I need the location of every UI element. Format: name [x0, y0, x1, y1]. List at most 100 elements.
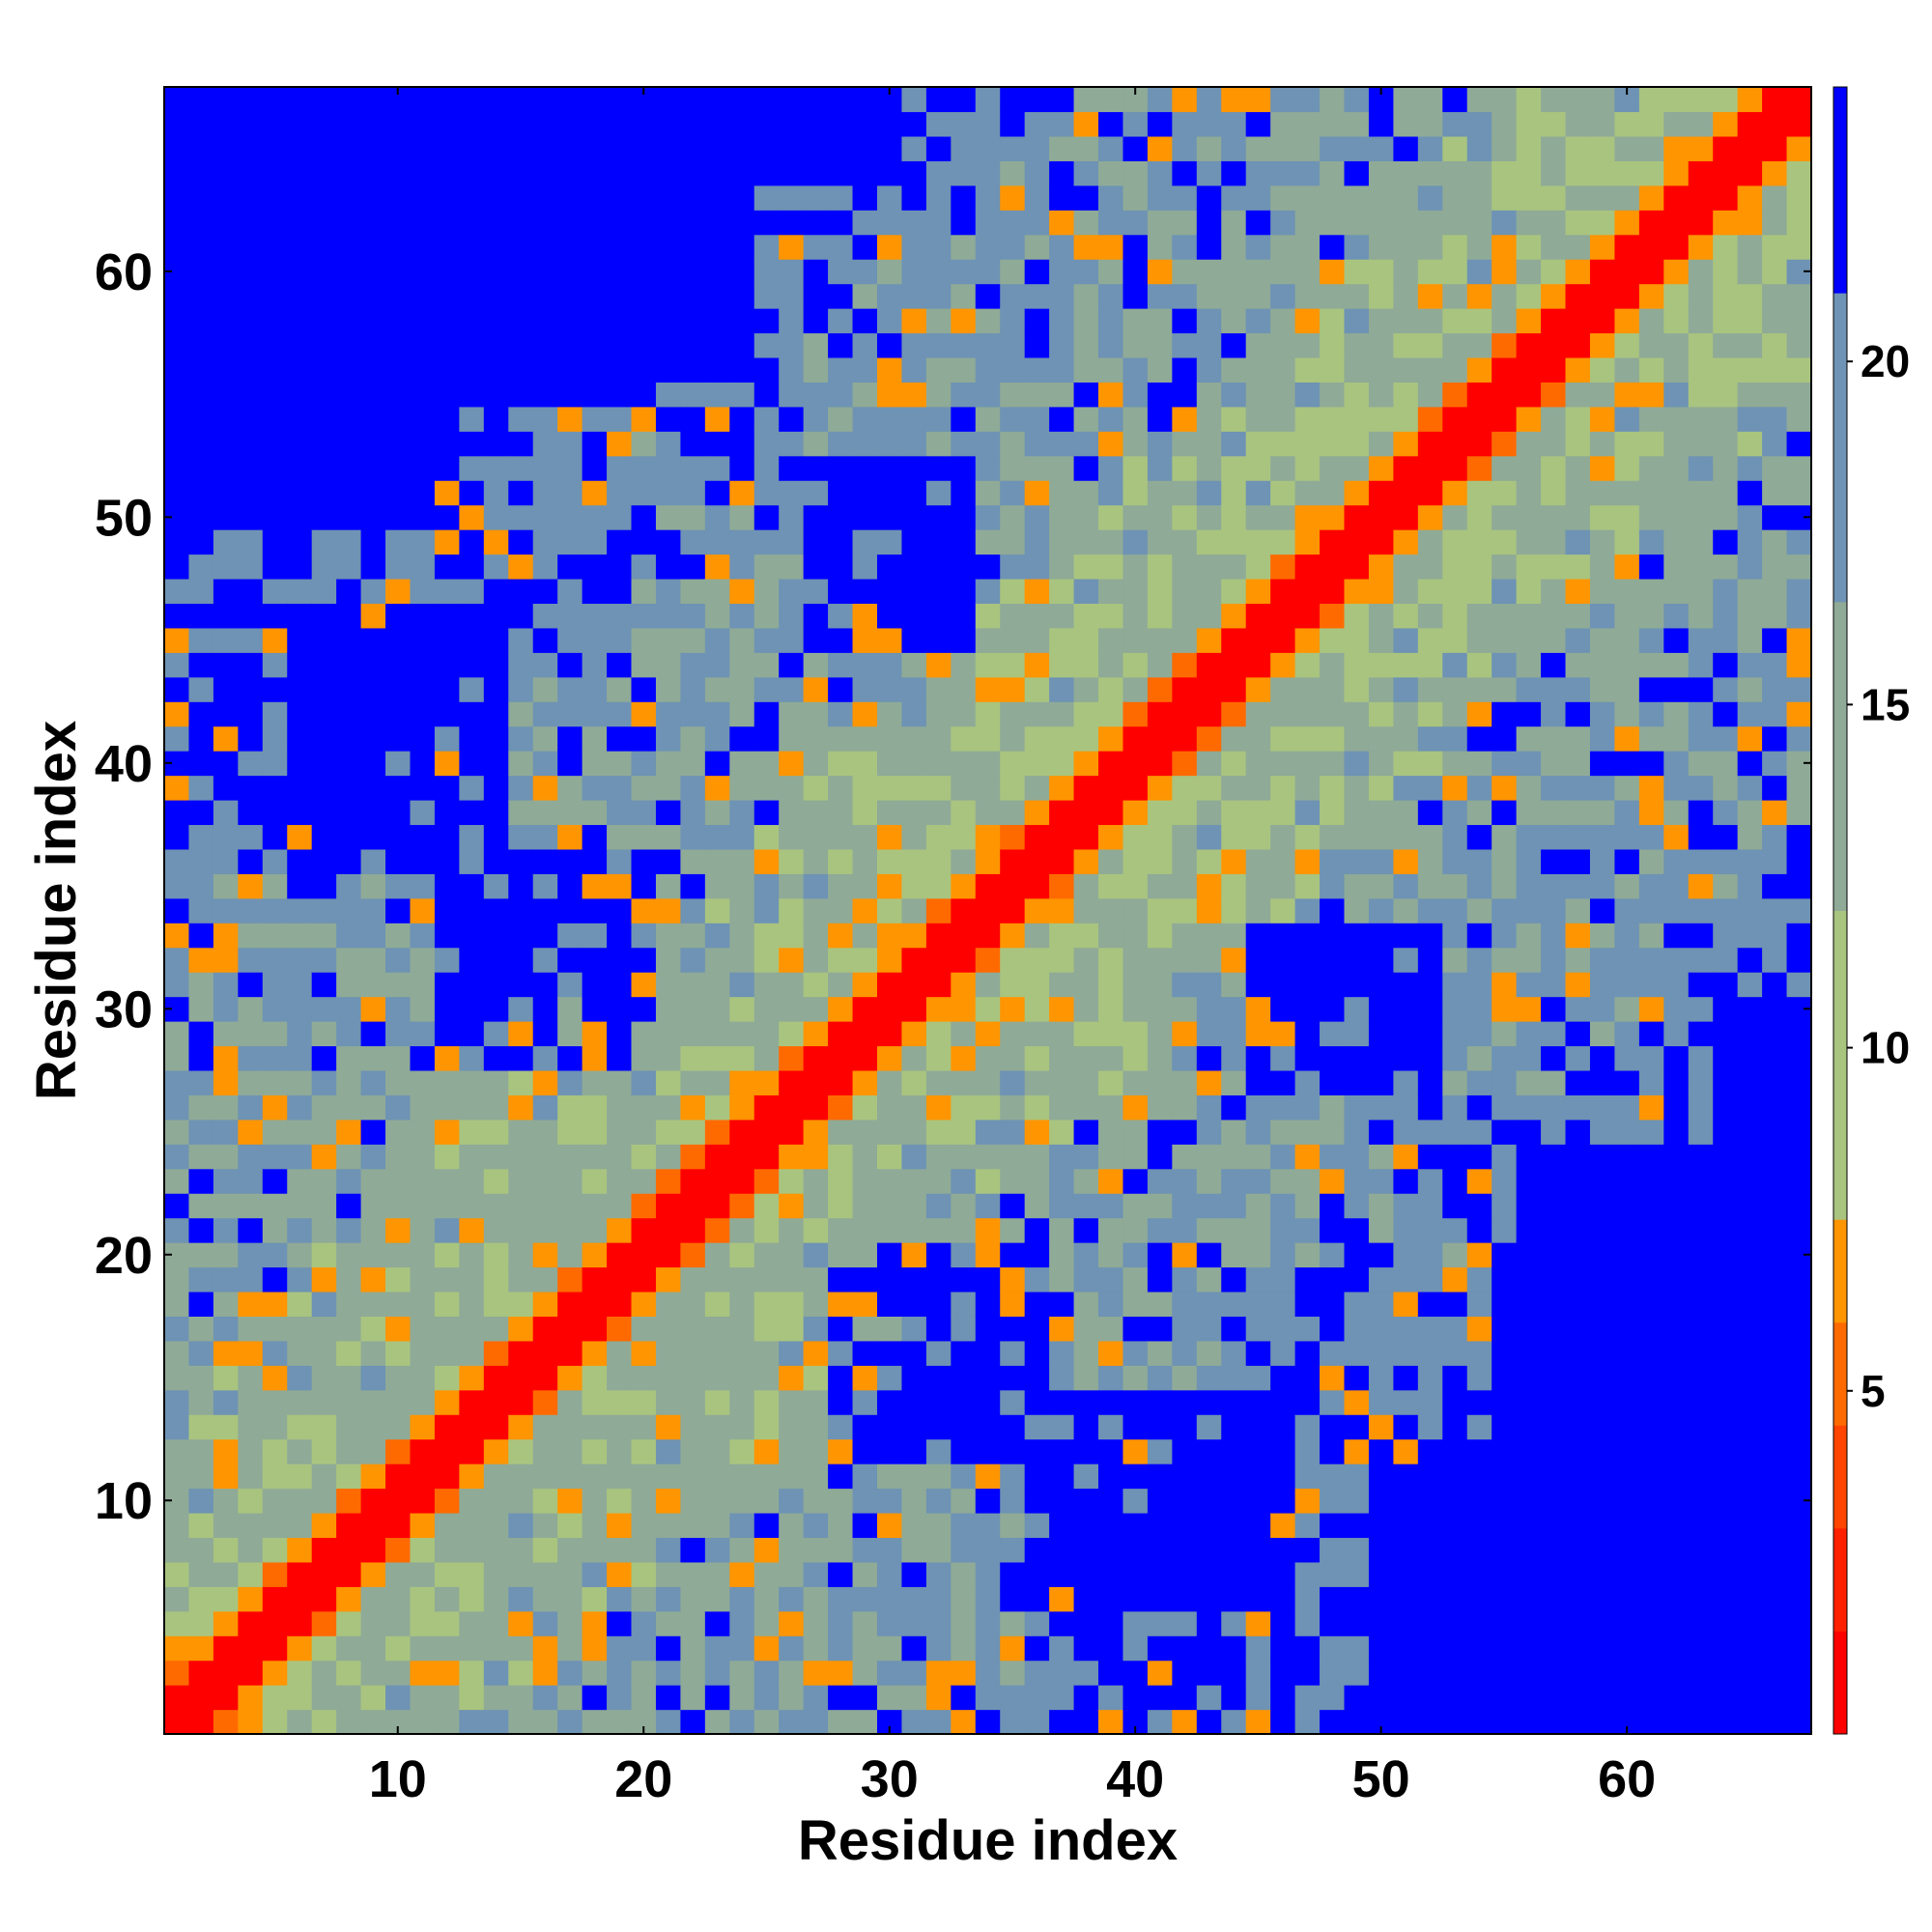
heatmap-cell	[213, 972, 239, 998]
heatmap-cell	[1516, 554, 1542, 580]
heatmap-cell	[1221, 1537, 1247, 1563]
heatmap-cell	[1098, 283, 1124, 309]
heatmap-cell	[655, 480, 682, 506]
heatmap-cell	[1688, 1438, 1714, 1464]
heatmap-cell	[680, 972, 706, 998]
heatmap-cell	[508, 897, 534, 923]
heatmap-cell	[1049, 1586, 1075, 1612]
heatmap-cell	[1368, 701, 1394, 727]
heatmap-cell	[729, 824, 755, 850]
heatmap-cell	[1320, 1414, 1346, 1440]
heatmap-cell	[262, 1266, 288, 1293]
heatmap-cell	[1442, 1463, 1468, 1490]
heatmap-cell	[655, 135, 682, 161]
heatmap-cell	[1786, 480, 1812, 506]
heatmap-cell	[238, 356, 264, 383]
heatmap-cell	[1344, 652, 1370, 678]
heatmap-cell	[1368, 111, 1394, 137]
heatmap-cell	[1294, 308, 1321, 334]
heatmap-cell	[385, 578, 412, 605]
heatmap-cell	[238, 1438, 264, 1464]
heatmap-cell	[1000, 185, 1026, 211]
heatmap-cell	[901, 308, 927, 334]
heatmap-cell	[188, 1512, 214, 1539]
heatmap-cell	[459, 578, 485, 605]
heatmap-cell	[1147, 1168, 1173, 1194]
heatmap-cell	[753, 1561, 780, 1587]
heatmap-cell	[1541, 529, 1567, 555]
heatmap-cell	[557, 382, 583, 408]
heatmap-cell	[779, 1660, 805, 1686]
heatmap-cell	[1368, 406, 1394, 432]
heatmap-cell	[876, 676, 903, 702]
heatmap-cell	[1565, 1045, 1591, 1071]
heatmap-cell	[1122, 356, 1149, 383]
heatmap-cell	[483, 947, 509, 973]
heatmap-cell	[238, 1414, 264, 1440]
heatmap-cell	[1786, 308, 1812, 334]
heatmap-cell	[1417, 455, 1443, 481]
heatmap-cell	[262, 1660, 288, 1686]
heatmap-cell	[1073, 1193, 1099, 1219]
heatmap-cell	[852, 160, 878, 186]
heatmap-cell	[1221, 1094, 1247, 1121]
heatmap-cell	[901, 725, 927, 752]
heatmap-cell	[410, 1463, 436, 1490]
heatmap-cell	[410, 283, 436, 309]
heatmap-cell	[1000, 1144, 1026, 1170]
heatmap-cell	[803, 1316, 829, 1342]
heatmap-cell	[1073, 1045, 1099, 1071]
heatmap-cell	[1270, 210, 1296, 236]
heatmap-cell	[1049, 1045, 1075, 1071]
heatmap-cell	[1786, 923, 1812, 949]
heatmap-cell	[1466, 848, 1492, 874]
heatmap-cell	[803, 1266, 829, 1293]
heatmap-cell	[1614, 1316, 1640, 1342]
heatmap-cell	[951, 431, 977, 457]
heatmap-cell	[1737, 308, 1763, 334]
heatmap-cell	[238, 627, 264, 653]
heatmap-cell	[1393, 1610, 1419, 1636]
heatmap-cell	[1320, 259, 1346, 285]
heatmap-cell	[1492, 652, 1518, 678]
heatmap-cell	[483, 1389, 509, 1415]
heatmap-cell	[410, 1242, 436, 1268]
heatmap-cell	[434, 480, 460, 506]
heatmap-cell	[336, 455, 362, 481]
heatmap-cell	[655, 1045, 682, 1071]
heatmap-cell	[188, 504, 214, 530]
heatmap-cell	[704, 1610, 730, 1636]
heatmap-cell	[1294, 775, 1321, 801]
heatmap-cell	[508, 356, 534, 383]
heatmap-cell	[1000, 578, 1026, 605]
heatmap-cell	[925, 1069, 952, 1095]
heatmap-cell	[1688, 799, 1714, 826]
heatmap-cell	[1466, 1193, 1492, 1219]
heatmap-cell	[1196, 185, 1222, 211]
heatmap-cell	[975, 947, 1001, 973]
heatmap-cell	[1442, 1217, 1468, 1243]
heatmap-cell	[828, 799, 854, 826]
heatmap-cell	[779, 1316, 805, 1342]
heatmap-cell	[1270, 1709, 1296, 1735]
heatmap-cell	[975, 1217, 1001, 1243]
heatmap-cell	[262, 283, 288, 309]
heatmap-cell	[1320, 480, 1346, 506]
heatmap-cell	[1417, 160, 1443, 186]
heatmap-cell	[1196, 972, 1222, 998]
heatmap-cell	[925, 111, 952, 137]
heatmap-cell	[1024, 1168, 1050, 1194]
heatmap-cell	[262, 1242, 288, 1268]
heatmap-cell	[1737, 1365, 1763, 1391]
heatmap-cell	[336, 1685, 362, 1711]
heatmap-cell	[459, 356, 485, 383]
heatmap-cell	[1024, 210, 1050, 236]
heatmap-cell	[1147, 135, 1173, 161]
heatmap-cell	[532, 799, 558, 826]
heatmap-cell	[434, 87, 460, 113]
heatmap-cell	[1466, 1438, 1492, 1464]
heatmap-cell	[1516, 578, 1542, 605]
heatmap-cell	[1344, 1438, 1370, 1464]
heatmap-cell	[1786, 1266, 1812, 1293]
heatmap-cell	[1638, 382, 1664, 408]
